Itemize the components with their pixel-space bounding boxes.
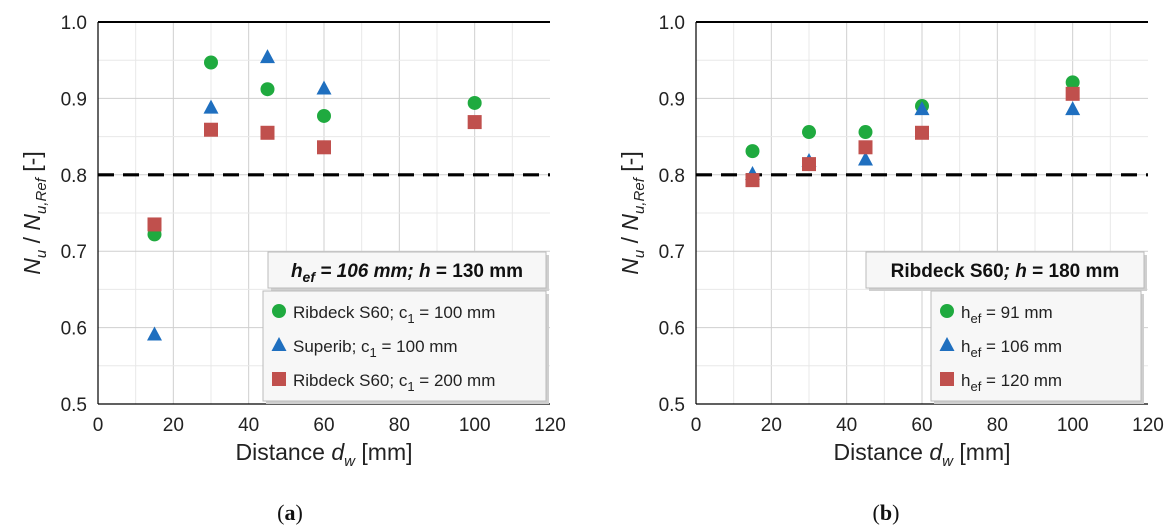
series-1 — [745, 101, 1081, 181]
y-tick-label: 0.5 — [659, 395, 685, 416]
data-point — [858, 125, 873, 140]
series-0 — [745, 75, 1080, 159]
info-box-text: hef = 106 mm; h = 130 mm — [291, 261, 523, 285]
data-point — [1065, 75, 1080, 90]
x-tick-label: 80 — [389, 415, 410, 436]
data-point — [858, 151, 873, 166]
data-point — [317, 140, 331, 155]
x-tick-label: 60 — [313, 415, 334, 436]
data-point — [204, 55, 218, 70]
legend-marker — [940, 372, 954, 386]
y-axis-title-rendered: Nu / Nu,Ref [-] — [19, 151, 50, 274]
legend-box — [262, 290, 547, 402]
y-tick-label: 0.6 — [659, 319, 685, 340]
chart-panel-b: 0 20 40 60 80 100 120 0.5 0.6 0.7 0.8 0.9 1.0 Distanc… — [617, 13, 1164, 525]
y-tick-label: 0.7 — [659, 242, 685, 263]
legend-marker — [939, 337, 955, 351]
data-point — [467, 95, 482, 110]
legend-marker — [272, 372, 286, 386]
data-point — [914, 101, 930, 116]
data-point — [204, 122, 218, 137]
info-box-text: Ribdeck S60; h = 180 mm — [891, 261, 1120, 282]
series-0 — [147, 55, 482, 242]
legend-label: hef = 106 mm — [961, 337, 1062, 360]
data-point — [745, 144, 760, 159]
x-tick-label: 20 — [163, 415, 184, 436]
series-2 — [745, 86, 1080, 188]
x-tick-label: 120 — [534, 415, 566, 436]
legend: Ribdeck S60; c1 = 100 mm Superib; c1 = 10… — [262, 290, 547, 402]
legend-label: Superib; c1 = 100 mm — [293, 337, 458, 360]
y-tick-label: 1.0 — [659, 13, 685, 34]
data-point — [467, 115, 482, 130]
data-point — [745, 173, 760, 188]
y-tick-label: 0.9 — [659, 89, 685, 110]
info-box — [267, 251, 547, 289]
y-tick-label: 1.0 — [61, 13, 87, 34]
legend-marker — [271, 337, 287, 351]
legend-marker — [272, 304, 286, 318]
info-box — [865, 251, 1145, 289]
data-point — [147, 217, 162, 232]
data-point — [1065, 101, 1081, 116]
y-tick-label: 0.8 — [659, 166, 685, 187]
data-point — [260, 82, 275, 97]
y-tick-label: 0.8 — [61, 166, 87, 187]
x-tick-label: 100 — [1057, 415, 1089, 436]
data-point — [260, 125, 275, 140]
chart-panel-a: 0 20 40 60 80 100 120 0.5 0.6 0.7 0.8 0.9 1.0 Distanc… — [19, 13, 566, 525]
x-axis-title: Distance dw [mm] — [833, 439, 1010, 470]
x-tick-label: 0 — [93, 415, 104, 436]
legend-label: Ribdeck S60; c1 = 100 mm — [293, 303, 495, 326]
panel-caption: (a) — [277, 500, 303, 525]
x-axis-title: Distance dw [mm] — [235, 439, 412, 470]
data-point — [915, 125, 929, 140]
data-point — [858, 140, 873, 155]
data-point — [1065, 86, 1080, 101]
x-tick-label: 120 — [1132, 415, 1164, 436]
data-point — [260, 49, 275, 64]
y-tick-label: 0.5 — [61, 395, 87, 416]
x-tick-label: 0 — [691, 415, 702, 436]
x-tick-label: 20 — [761, 415, 782, 436]
data-point — [802, 157, 816, 172]
data-point — [316, 80, 332, 95]
y-axis-title-rendered: Nu / Nu,Ref [-] — [617, 151, 648, 274]
y-tick-label: 0.7 — [61, 242, 87, 263]
panel-caption: (b) — [873, 500, 900, 525]
legend-label: hef = 120 mm — [961, 371, 1062, 394]
legend-label: hef = 91 mm — [961, 303, 1053, 326]
x-tick-label: 80 — [987, 415, 1008, 436]
x-tick-label: 40 — [238, 415, 259, 436]
data-point — [317, 108, 331, 123]
x-tick-label: 100 — [459, 415, 491, 436]
x-tick-label: 40 — [836, 415, 857, 436]
data-point — [802, 125, 816, 140]
legend-label: Ribdeck S60; c1 = 200 mm — [293, 371, 495, 394]
series-1 — [147, 49, 332, 341]
x-tick-label: 60 — [911, 415, 932, 436]
legend-marker — [940, 304, 954, 318]
data-point — [147, 326, 162, 341]
series-2 — [147, 115, 482, 232]
data-point — [203, 99, 219, 114]
y-tick-label: 0.6 — [61, 319, 87, 340]
legend: hef = 91 mm hef = 106 mm hef = 120 mm — [930, 290, 1142, 402]
legend-box — [930, 290, 1142, 402]
y-tick-label: 0.9 — [61, 89, 87, 110]
